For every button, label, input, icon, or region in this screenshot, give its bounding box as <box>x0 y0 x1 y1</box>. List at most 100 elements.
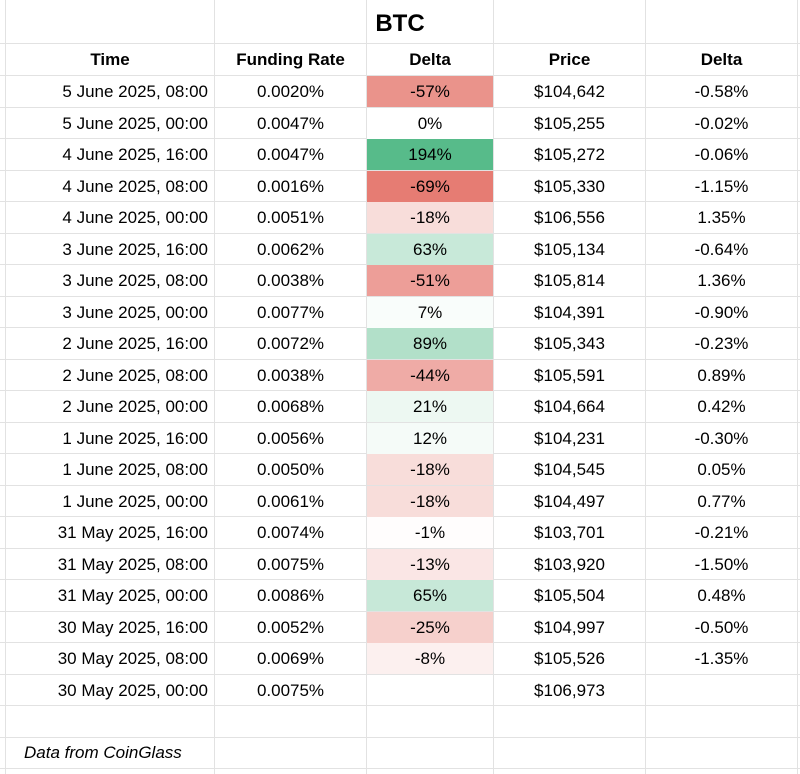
funding-rate-cell: 0.0077% <box>256 303 325 322</box>
price-delta-cell: 0.89% <box>697 366 746 385</box>
price-delta-cell: 0.05% <box>697 460 746 479</box>
time-cell: 31 May 2025, 16:00 <box>57 523 208 542</box>
funding-delta-cell: 65% <box>367 580 493 611</box>
price-delta-cell: -1.50% <box>694 555 749 574</box>
funding-delta-cell: -18% <box>367 486 493 517</box>
funding-delta-cell: 7% <box>367 297 493 328</box>
price-cell: $104,497 <box>534 492 605 511</box>
funding-delta-cell: -18% <box>367 202 493 233</box>
grid-row-line <box>0 359 800 360</box>
price-cell: $104,642 <box>534 82 605 101</box>
time-cell: 4 June 2025, 08:00 <box>62 177 208 196</box>
funding-delta-cell: -51% <box>367 265 493 296</box>
price-delta-cell: -0.50% <box>694 618 749 637</box>
time-cell: 4 June 2025, 16:00 <box>62 145 208 164</box>
price-cell: $105,134 <box>534 240 605 259</box>
price-delta-cell: -1.35% <box>694 649 749 668</box>
grid-row-line <box>0 233 800 234</box>
grid-row-line <box>0 422 800 423</box>
source-note: Data from CoinGlass <box>24 743 182 762</box>
price-cell: $105,814 <box>534 271 605 290</box>
grid-row-line <box>0 75 800 76</box>
price-delta-cell: 1.35% <box>697 208 746 227</box>
header-price-delta: Delta <box>700 50 743 69</box>
funding-rate-cell: 0.0075% <box>256 681 325 700</box>
funding-delta-cell: -57% <box>367 76 493 107</box>
price-cell: $103,920 <box>534 555 605 574</box>
header-funding-rate: Funding Rate <box>236 50 345 69</box>
grid-column-line <box>645 0 646 774</box>
funding-rate-cell: 0.0038% <box>256 271 325 290</box>
grid-row-line <box>0 485 800 486</box>
time-cell: 5 June 2025, 08:00 <box>62 82 208 101</box>
price-delta-cell: 0.42% <box>697 397 746 416</box>
funding-rate-cell: 0.0062% <box>256 240 325 259</box>
grid-row-line <box>0 674 800 675</box>
funding-delta-cell: 194% <box>367 139 493 170</box>
funding-rate-cell: 0.0086% <box>256 586 325 605</box>
price-delta-cell: -1.15% <box>694 177 749 196</box>
funding-rate-cell: 0.0051% <box>256 208 325 227</box>
funding-delta-cell: 89% <box>367 328 493 359</box>
funding-rate-cell: 0.0074% <box>256 523 325 542</box>
price-cell: $106,556 <box>534 208 605 227</box>
funding-rate-cell: 0.0020% <box>256 82 325 101</box>
price-delta-cell: -0.02% <box>694 114 749 133</box>
price-cell: $104,664 <box>534 397 605 416</box>
grid-column-line <box>366 0 367 774</box>
time-cell: 31 May 2025, 08:00 <box>57 555 208 574</box>
time-cell: 30 May 2025, 16:00 <box>57 618 208 637</box>
grid-column-line <box>5 0 6 774</box>
grid-row-line <box>0 107 800 108</box>
price-cell: $105,272 <box>534 145 605 164</box>
price-delta-cell: -0.30% <box>694 429 749 448</box>
price-cell: $105,504 <box>534 586 605 605</box>
price-delta-cell: -0.06% <box>694 145 749 164</box>
funding-rate-cell: 0.0061% <box>256 492 325 511</box>
funding-rate-cell: 0.0075% <box>256 555 325 574</box>
price-cell: $104,997 <box>534 618 605 637</box>
time-cell: 3 June 2025, 00:00 <box>62 303 208 322</box>
time-cell: 30 May 2025, 00:00 <box>57 681 208 700</box>
price-delta-cell <box>646 675 797 706</box>
header-price: Price <box>548 50 591 69</box>
funding-delta-cell: -44% <box>367 360 493 391</box>
price-cell: $103,701 <box>534 523 605 542</box>
header-delta: Delta <box>409 50 451 69</box>
funding-delta-cell: 0% <box>367 108 493 139</box>
funding-delta-cell: -1% <box>367 517 493 548</box>
time-cell: 1 June 2025, 16:00 <box>62 429 208 448</box>
grid-row-line <box>0 705 800 706</box>
funding-rate-cell: 0.0016% <box>256 177 325 196</box>
funding-delta-cell: 21% <box>367 391 493 422</box>
funding-rate-cell: 0.0052% <box>256 618 325 637</box>
price-delta-cell: 1.36% <box>697 271 746 290</box>
time-cell: 31 May 2025, 00:00 <box>57 586 208 605</box>
funding-delta-cell: -69% <box>367 171 493 202</box>
price-cell: $105,343 <box>534 334 605 353</box>
grid-row-line <box>0 43 800 44</box>
price-delta-cell: -0.90% <box>694 303 749 322</box>
grid-column-line <box>214 0 215 774</box>
funding-rate-cell: 0.0050% <box>256 460 325 479</box>
price-delta-cell: -0.23% <box>694 334 749 353</box>
grid-column-line <box>493 0 494 774</box>
funding-rate-cell: 0.0038% <box>256 366 325 385</box>
time-cell: 1 June 2025, 00:00 <box>62 492 208 511</box>
price-delta-cell: -0.21% <box>694 523 749 542</box>
sheet-title: BTC <box>375 10 425 37</box>
price-cell: $106,973 <box>534 681 605 700</box>
price-delta-cell: 0.48% <box>697 586 746 605</box>
funding-delta-cell: -13% <box>367 549 493 580</box>
grid-row-line <box>0 170 800 171</box>
price-cell: $104,545 <box>534 460 605 479</box>
price-cell: $105,255 <box>534 114 605 133</box>
time-cell: 3 June 2025, 16:00 <box>62 240 208 259</box>
grid-row-line <box>0 296 800 297</box>
funding-delta-cell: -8% <box>367 643 493 674</box>
funding-delta-cell <box>367 675 493 706</box>
price-delta-cell: 0.77% <box>697 492 746 511</box>
funding-rate-cell: 0.0072% <box>256 334 325 353</box>
grid-row-line <box>0 768 800 769</box>
